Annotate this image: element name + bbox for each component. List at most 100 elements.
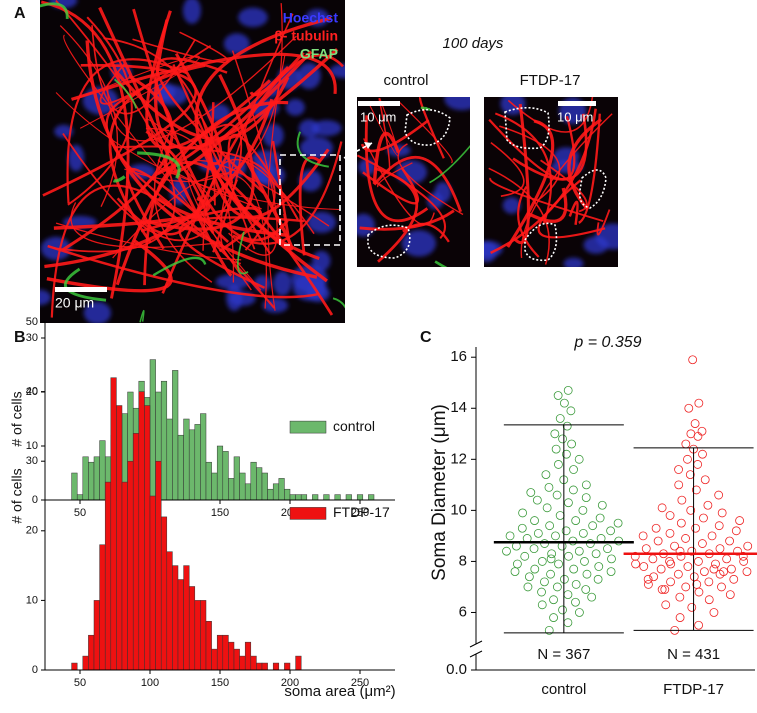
legend-label: control — [333, 418, 375, 434]
bar — [211, 472, 218, 501]
data-point — [686, 505, 696, 515]
nucleus — [502, 197, 521, 214]
data-point — [574, 546, 584, 556]
data-point — [719, 567, 728, 577]
fiber — [91, 25, 196, 115]
nucleus — [595, 223, 618, 250]
data-point — [591, 549, 601, 559]
bar — [188, 586, 196, 671]
x-tick-label: 200 — [281, 677, 299, 689]
data-point — [657, 585, 667, 594]
data-point — [648, 554, 658, 564]
data-point — [560, 574, 569, 584]
panel-label: B — [14, 329, 26, 346]
data-point — [558, 434, 567, 444]
bar — [205, 621, 212, 671]
data-point — [676, 518, 686, 528]
bar — [222, 634, 229, 671]
data-point — [569, 564, 579, 574]
data-point — [739, 557, 749, 566]
bar — [160, 380, 168, 501]
data-point — [546, 569, 555, 579]
fiber — [232, 141, 343, 245]
data-point — [676, 551, 686, 561]
x-tick-label: 250 — [351, 507, 369, 519]
fiber — [70, 52, 337, 101]
fiber — [40, 0, 130, 299]
x-axis-label: soma area (μm²) — [284, 683, 395, 700]
data-point — [585, 539, 595, 548]
data-point — [550, 429, 560, 439]
data-point — [569, 465, 578, 474]
bar — [250, 655, 257, 671]
data-point — [657, 503, 667, 513]
bar — [172, 370, 179, 501]
data-point — [665, 557, 674, 566]
y-tick-label: 12 — [450, 450, 467, 467]
fiber — [377, 162, 413, 188]
nucleus — [357, 213, 375, 237]
bar — [194, 600, 201, 671]
fiber — [42, 63, 198, 197]
y-tick-label: 30 — [26, 455, 38, 467]
data-point — [681, 582, 691, 592]
data-point — [725, 536, 734, 546]
data-point — [687, 602, 697, 612]
bar — [132, 433, 140, 671]
data-point — [571, 516, 581, 525]
nucleus — [54, 124, 74, 139]
data-point — [526, 488, 536, 497]
fiber — [106, 35, 297, 142]
data-point — [727, 564, 736, 574]
data-point — [563, 385, 573, 395]
data-point — [552, 582, 562, 592]
bar — [127, 460, 134, 671]
x-tick-label: 50 — [74, 507, 86, 519]
data-point — [674, 465, 683, 474]
data-point — [699, 513, 708, 523]
data-point — [683, 454, 692, 464]
bar — [149, 495, 156, 671]
data-point — [717, 508, 727, 518]
data-point — [613, 518, 623, 528]
data-point — [505, 531, 515, 541]
fiber — [126, 167, 230, 250]
data-point — [568, 536, 578, 546]
bar — [166, 551, 173, 671]
data-point — [742, 567, 752, 577]
bar — [110, 377, 117, 671]
scale-bar — [558, 101, 596, 106]
bar — [104, 481, 112, 671]
fiber — [372, 131, 401, 184]
data-point — [711, 559, 720, 569]
fiber — [132, 31, 229, 64]
y-tick-label: 6 — [459, 603, 467, 620]
bar — [334, 494, 341, 501]
data-point — [694, 398, 704, 408]
scale-bar — [358, 101, 400, 106]
bar — [76, 494, 84, 501]
fiber — [359, 209, 455, 231]
fiber — [513, 103, 530, 245]
data-point — [729, 574, 739, 584]
data-point — [575, 608, 584, 617]
data-point — [703, 500, 713, 510]
data-point — [545, 521, 555, 531]
data-point — [673, 569, 683, 579]
y-tick-label: 10 — [26, 440, 38, 452]
bar — [239, 655, 246, 671]
data-point — [588, 521, 598, 531]
data-point — [638, 531, 648, 541]
data-point — [541, 470, 551, 480]
data-point — [709, 564, 719, 574]
data-point — [567, 439, 577, 449]
data-point — [698, 449, 707, 459]
data-point — [555, 511, 565, 520]
data-point — [551, 444, 561, 454]
data-point — [558, 605, 567, 615]
panel-label: A — [14, 5, 26, 22]
stain-label: GFAP — [300, 46, 338, 62]
fiber — [142, 74, 255, 231]
y-tick-label: 0.0 — [446, 661, 467, 678]
nucleus — [401, 229, 437, 257]
